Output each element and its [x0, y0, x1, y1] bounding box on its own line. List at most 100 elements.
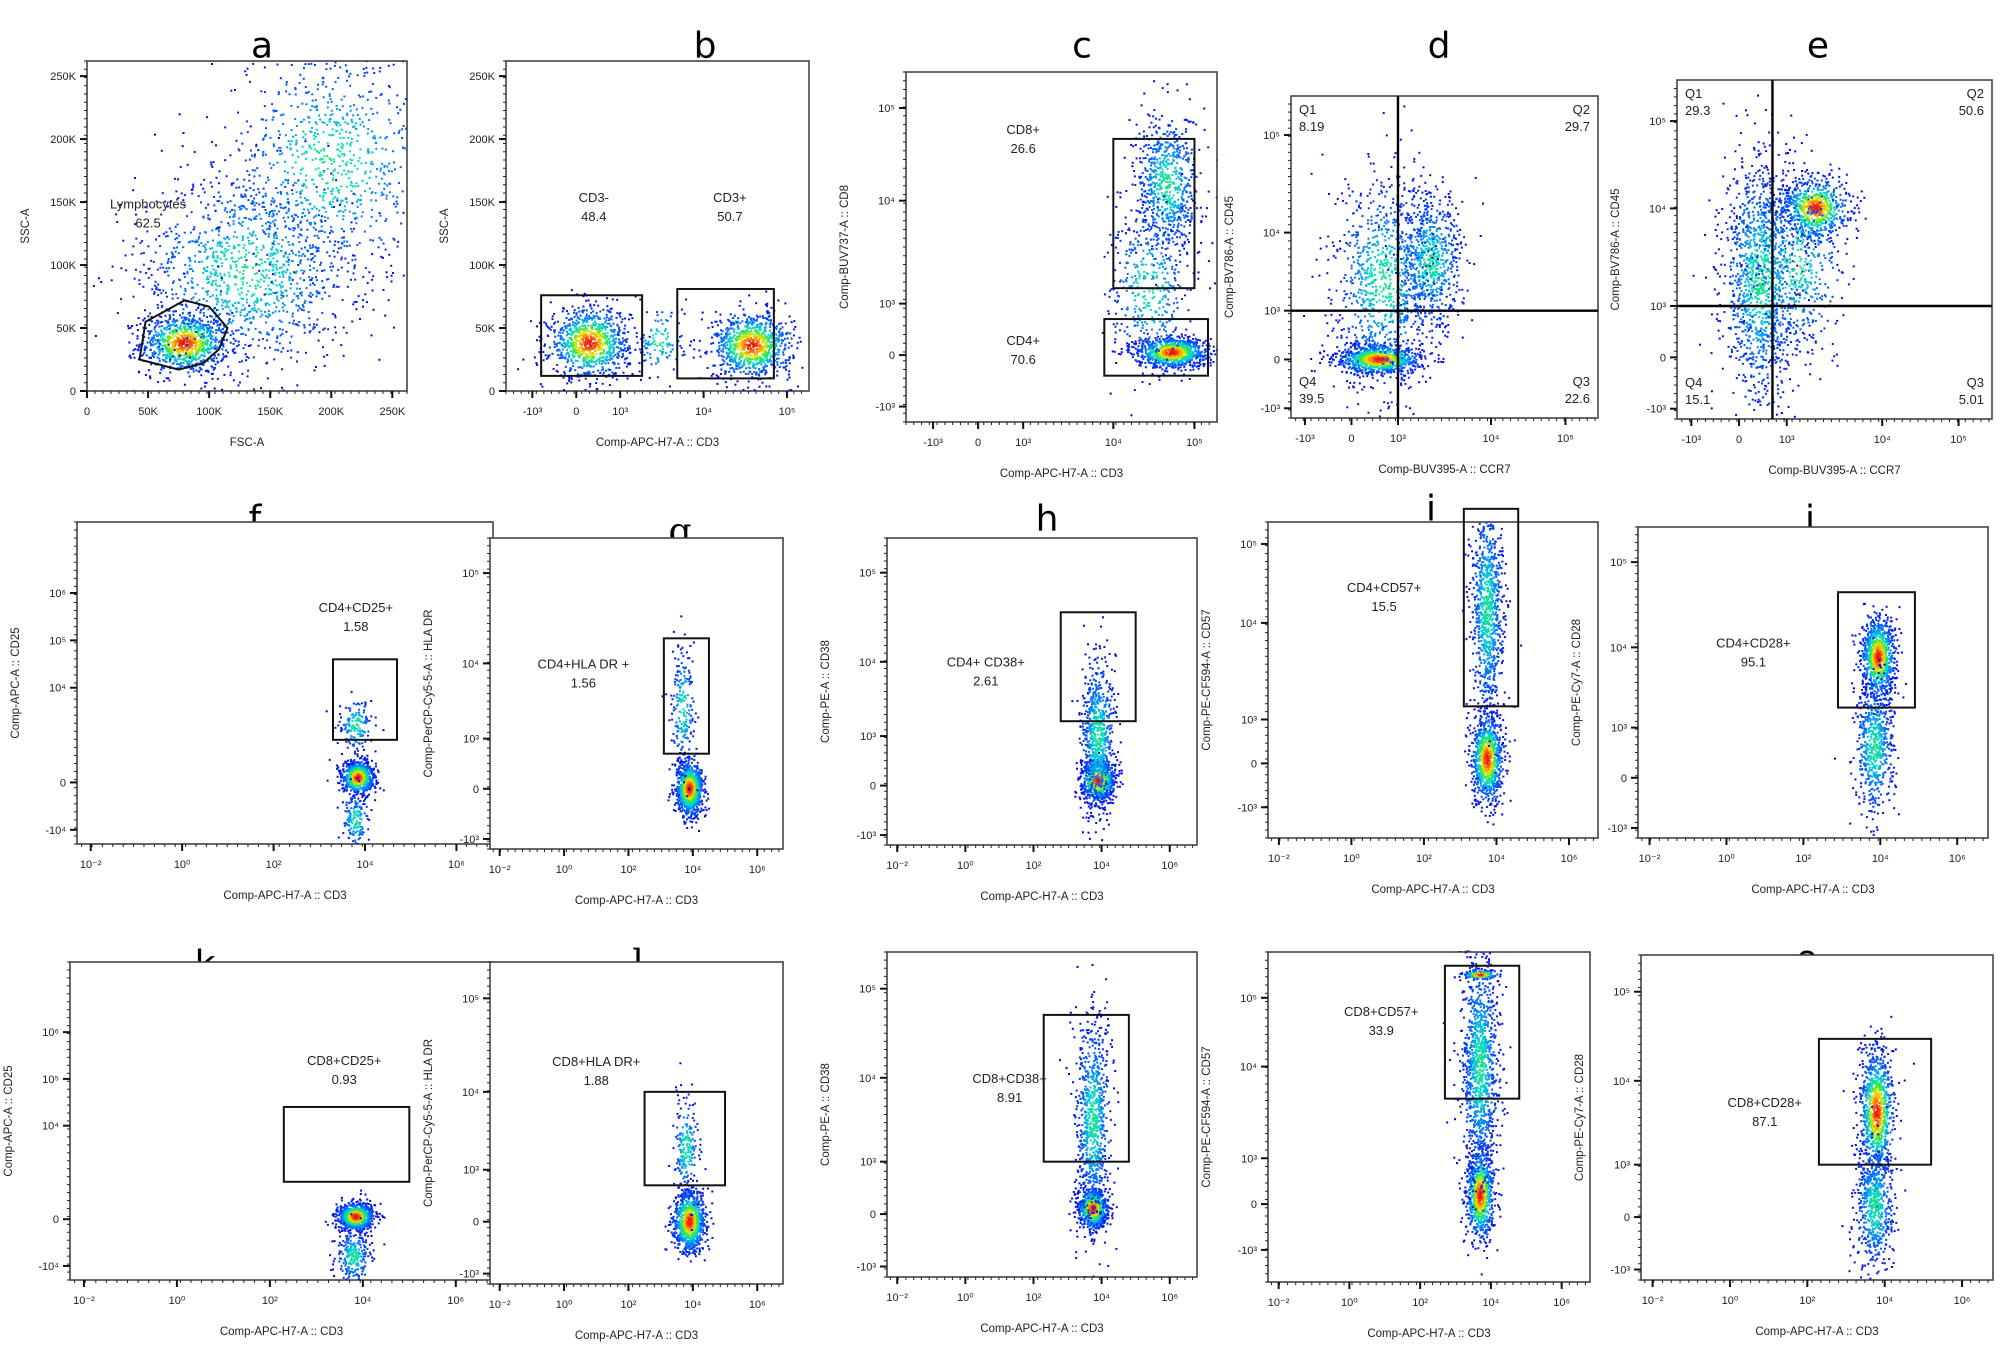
- event-dot: [183, 340, 186, 343]
- event-dot: [593, 345, 596, 347]
- event-dot: [756, 344, 759, 346]
- event-dot: [192, 185, 195, 188]
- event-dot: [159, 245, 162, 248]
- event-dot: [198, 318, 201, 321]
- event-dot: [226, 287, 229, 290]
- event-dot: [302, 272, 305, 275]
- event-dot: [316, 248, 319, 251]
- event-dot: [200, 309, 203, 312]
- event-dot: [392, 63, 395, 66]
- event-dot: [345, 173, 348, 176]
- event-dot: [784, 322, 787, 325]
- event-dot: [248, 304, 251, 307]
- event-dot: [222, 342, 225, 345]
- event-dot: [172, 341, 175, 344]
- event-dot: [203, 337, 206, 340]
- event-dot: [536, 325, 538, 328]
- event-dot: [312, 326, 315, 329]
- event-dot: [726, 356, 729, 359]
- event-dot: [764, 336, 767, 339]
- event-dot: [317, 141, 320, 144]
- event-dot: [297, 215, 299, 218]
- event-dot: [258, 338, 261, 341]
- event-dot: [219, 312, 222, 315]
- event-dot: [589, 345, 592, 347]
- event-dot: [192, 368, 195, 370]
- event-dot: [329, 98, 332, 101]
- event-dot: [182, 354, 185, 357]
- event-dot: [383, 173, 386, 176]
- event-dot: [191, 366, 194, 369]
- event-dot: [178, 363, 181, 366]
- event-dot: [160, 316, 163, 318]
- event-dot: [590, 340, 593, 343]
- event-dot: [206, 116, 209, 119]
- event-dot: [733, 314, 736, 317]
- event-dot: [182, 272, 185, 275]
- event-dot: [288, 277, 291, 279]
- event-dot: [574, 352, 577, 355]
- gate-polygon[interactable]: [138, 299, 229, 371]
- event-dot: [296, 223, 299, 226]
- event-dot: [190, 350, 193, 352]
- event-dot: [197, 340, 199, 343]
- event-dot: [193, 334, 196, 337]
- event-dot: [211, 140, 214, 143]
- event-dot: [736, 338, 738, 341]
- event-dot: [157, 332, 160, 335]
- event-dot: [188, 327, 191, 330]
- event-dot: [731, 323, 734, 326]
- event-dot: [145, 354, 148, 357]
- event-dot: [172, 256, 174, 259]
- event-dot: [194, 355, 197, 358]
- event-dot: [756, 335, 759, 338]
- event-dot: [747, 338, 750, 341]
- event-dot: [354, 212, 357, 215]
- event-dot: [756, 331, 758, 334]
- event-dot: [162, 232, 165, 235]
- event-dot: [298, 250, 300, 253]
- event-dot: [613, 328, 616, 331]
- event-dot: [160, 329, 163, 332]
- event-dot: [352, 114, 355, 117]
- event-dot: [253, 155, 256, 158]
- event-dot: [283, 206, 286, 209]
- event-dot: [760, 333, 763, 336]
- event-dot: [168, 351, 171, 354]
- event-dot: [267, 284, 270, 287]
- event-dot: [146, 230, 149, 233]
- event-dot: [149, 342, 152, 345]
- event-dot: [147, 315, 150, 318]
- event-dot: [262, 137, 265, 140]
- event-dot: [287, 216, 290, 219]
- event-dot: [190, 320, 193, 323]
- event-dot: [590, 316, 593, 319]
- event-dot: [607, 352, 610, 355]
- event-dot: [743, 346, 746, 349]
- event-dot: [310, 147, 313, 150]
- event-dot: [319, 42, 321, 44]
- event-dot: [277, 210, 280, 213]
- event-dot: [154, 321, 157, 324]
- event-dot: [179, 325, 182, 328]
- event-dot: [600, 339, 602, 342]
- event-dot: [178, 358, 181, 361]
- event-dot: [751, 376, 754, 379]
- event-dot: [569, 328, 572, 331]
- event-dot: [602, 343, 604, 346]
- event-dot: [185, 328, 188, 331]
- event-dot: [281, 285, 284, 288]
- event-dot: [373, 72, 376, 74]
- event-dot: [738, 304, 741, 307]
- event-dot: [160, 292, 163, 295]
- event-dot: [304, 214, 306, 217]
- event-dot: [294, 204, 297, 207]
- event-dot: [179, 366, 182, 369]
- event-dot: [226, 284, 229, 287]
- event-dot: [199, 366, 201, 369]
- event-dot: [265, 274, 268, 277]
- event-dot: [174, 325, 177, 327]
- event-dot: [780, 322, 783, 325]
- event-dot: [589, 305, 592, 308]
- event-dot: [329, 232, 331, 235]
